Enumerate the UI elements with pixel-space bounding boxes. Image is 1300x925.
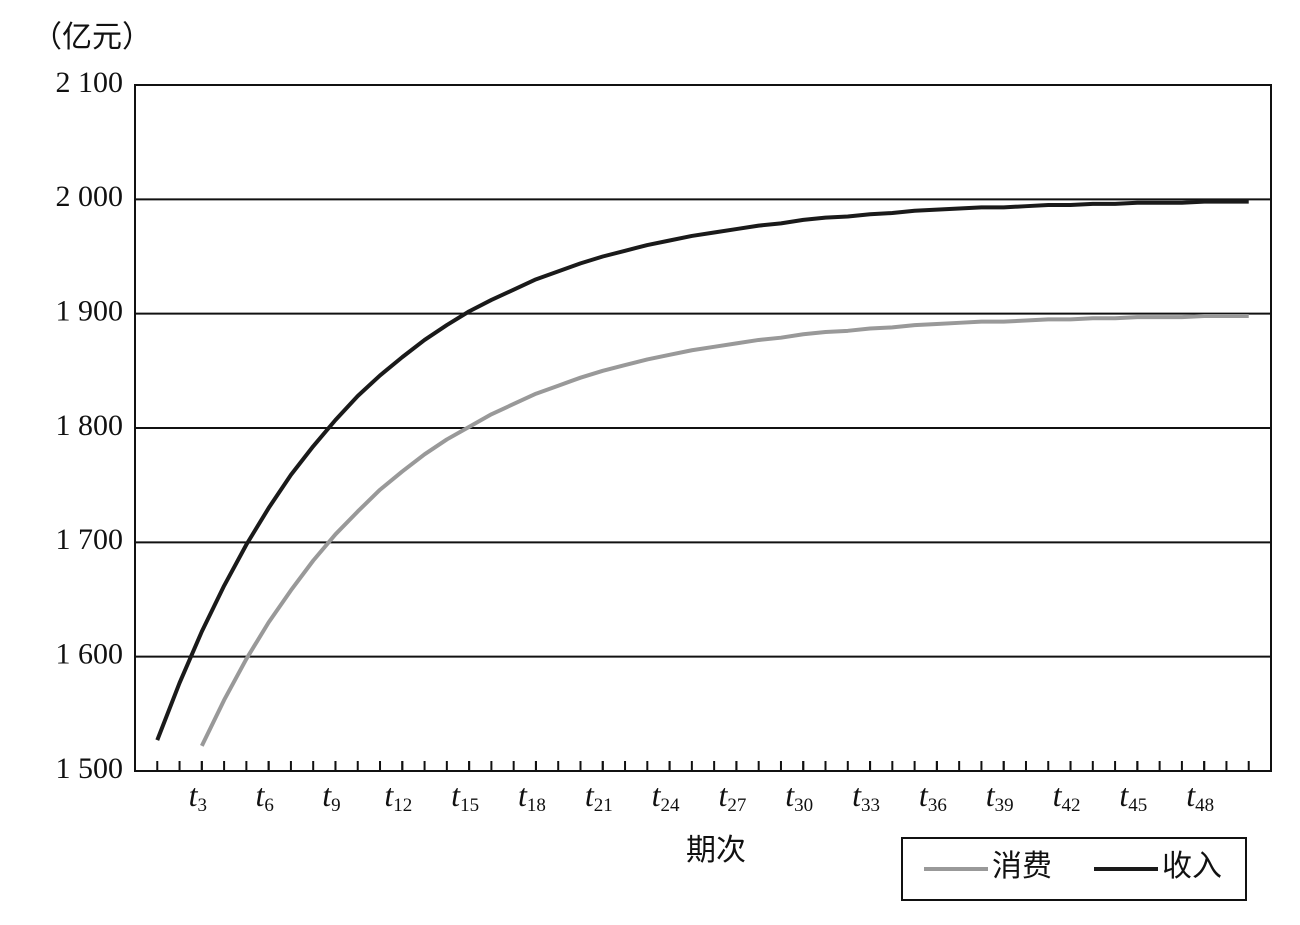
x-tick-label: t3 <box>189 777 207 816</box>
plot-frame <box>134 84 1272 772</box>
x-tick-label: t24 <box>652 777 680 816</box>
y-tick-label: 2 000 <box>56 180 124 213</box>
x-tick-label: t36 <box>919 777 947 816</box>
x-tick-label: t21 <box>585 777 613 816</box>
x-axis-title: 期次 <box>686 834 746 867</box>
y-tick-label: 1 500 <box>56 752 124 785</box>
x-tick-label: t33 <box>852 777 880 816</box>
legend-label: 消费 <box>992 850 1052 883</box>
series-line <box>200 313 1249 747</box>
y-tick-label: 1 700 <box>56 523 124 556</box>
y-unit-label: （亿元） <box>32 21 152 54</box>
y-tick-label: 1 600 <box>56 638 124 671</box>
series-line <box>155 199 1249 741</box>
x-tick-label: t12 <box>384 777 412 816</box>
x-tick-label: t15 <box>451 777 479 816</box>
x-tick-label: t27 <box>718 777 746 816</box>
x-tick-label: t42 <box>1053 777 1081 816</box>
x-tick-label: t45 <box>1119 777 1147 816</box>
y-tick-label: 1 900 <box>56 295 124 328</box>
x-tick-label: t30 <box>785 777 813 816</box>
x-tick-label: t6 <box>255 777 273 816</box>
x-tick-label: t39 <box>986 777 1014 816</box>
y-tick-label: 1 800 <box>56 409 124 442</box>
x-tick-label: t48 <box>1186 777 1214 816</box>
x-tick-label: t18 <box>518 777 546 816</box>
y-tick-label: 2 100 <box>56 66 124 99</box>
x-tick-label: t9 <box>322 777 340 816</box>
legend-label: 收入 <box>1162 850 1222 883</box>
